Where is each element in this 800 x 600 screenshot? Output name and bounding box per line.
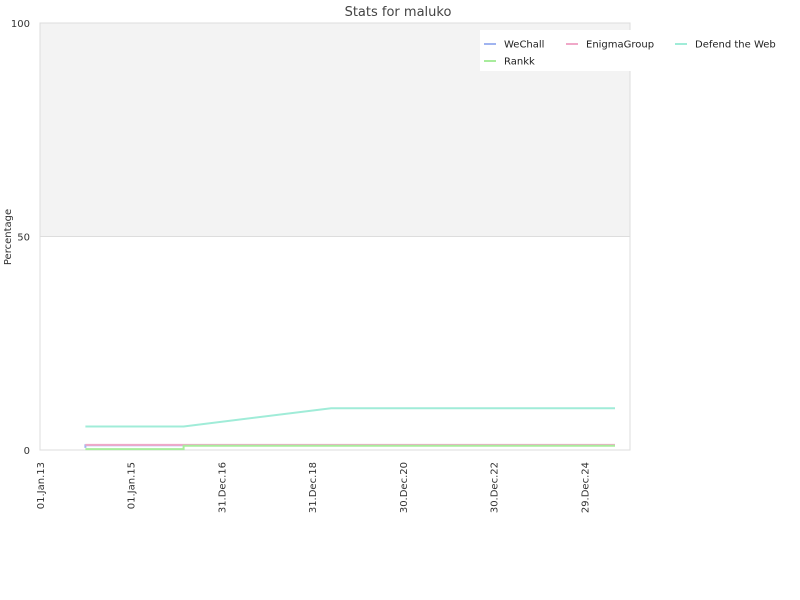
x-tick-label: 30.Dec.20 xyxy=(399,462,410,513)
legend-label: Defend the Web xyxy=(695,40,776,51)
y-axis-label: Percentage xyxy=(3,209,14,265)
y-tick-label: 0 xyxy=(24,446,30,457)
legend: WeChall EnigmaGroup Defend the Web Rankk xyxy=(480,30,780,71)
x-tick-label: 31.Dec.18 xyxy=(308,462,319,513)
chart-title: Stats for maluko xyxy=(345,5,452,20)
x-tick-label: 31.Dec.16 xyxy=(217,462,228,513)
y-tick-label: 50 xyxy=(17,233,30,244)
series-line-defend-the-web xyxy=(85,407,615,428)
legend-label: EnigmaGroup xyxy=(586,40,654,51)
legend-label: Rankk xyxy=(504,57,535,68)
series-line-rankk xyxy=(85,444,615,451)
series-lines xyxy=(84,407,615,451)
legend-background xyxy=(480,30,780,71)
x-axis: 01.Jan.13 01.Jan.15 31.Dec.16 31.Dec.18 30.D… xyxy=(36,462,591,513)
x-tick-label: 01.Jan.15 xyxy=(127,462,138,509)
y-axis: 0 50 100 xyxy=(11,19,30,457)
x-tick-label: 01.Jan.13 xyxy=(36,462,47,509)
x-tick-label: 29.Dec.24 xyxy=(580,462,591,513)
x-tick-label: 30.Dec.22 xyxy=(490,462,501,513)
y-tick-label: 100 xyxy=(11,19,30,30)
legend-label: WeChall xyxy=(504,40,544,51)
